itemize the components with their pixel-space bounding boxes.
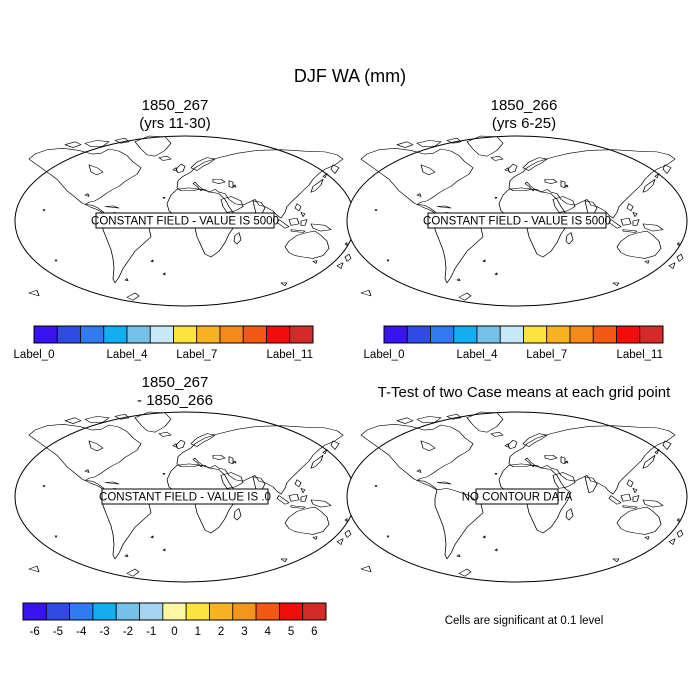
world-map: CONSTANT FIELD - VALUE IS .0 — [14, 411, 356, 583]
colorbar-label: Label_11 — [617, 349, 663, 361]
message-box — [427, 212, 607, 229]
colorbar-label: -6 — [30, 626, 40, 638]
colorbar-label: -5 — [53, 626, 63, 638]
world-map: CONSTANT FIELD - VALUE IS 5000 — [346, 135, 688, 307]
colorbar-label: -2 — [123, 626, 133, 638]
colorbar-cell — [453, 325, 478, 344]
colorbar-label: Label_7 — [526, 349, 567, 361]
colorbar-cell — [126, 325, 151, 344]
colorbar-label: Label_0 — [364, 349, 405, 361]
colorbar-case1: Label_0 Label_4 Label_7 Label_11 — [14, 325, 314, 361]
panel-title-line1: 1850_267 — [142, 97, 209, 114]
colorbar-cell — [406, 325, 431, 344]
colorbar-cell — [80, 325, 105, 344]
colorbar-label: -4 — [76, 626, 87, 638]
colorbar-cell — [278, 602, 304, 621]
colorbar-cell — [232, 602, 257, 621]
colorbar-cell — [430, 325, 455, 344]
colorbar-cell — [616, 325, 641, 344]
colorbar-cell — [592, 325, 617, 344]
colorbar-cell — [219, 325, 244, 344]
panel-title-line2: (yrs 6-25) — [492, 115, 556, 132]
colorbar-label: 5 — [288, 626, 294, 638]
colorbar-label: 0 — [171, 626, 177, 638]
message-text: CONSTANT FIELD - VALUE IS .0 — [99, 492, 271, 504]
panel-title-line1: T-Test of two Case means at each grid po… — [378, 384, 671, 401]
colorbar-cell — [185, 602, 210, 621]
colorbar-cell — [569, 325, 594, 344]
colorbar-label: Label_7 — [176, 349, 217, 361]
colorbar-cell — [196, 325, 221, 344]
significance-note: Cells are significant at 0.1 level — [445, 615, 604, 627]
colorbar-cell — [639, 325, 664, 344]
colorbar-cell — [242, 325, 267, 344]
colorbar-cell — [289, 325, 314, 344]
colorbar-frame — [22, 602, 327, 621]
colorbar-cell — [115, 602, 140, 621]
colorbar-case2: Label_0 Label_4 Label_7 Label_11 — [364, 325, 664, 361]
panel-difference: 1850_267 - 1850_266 CONSTANT FIELD - VAL… — [14, 374, 356, 583]
panel-title-line2: (yrs 11-30) — [139, 115, 210, 132]
message-text: CONSTANT FIELD - VALUE IS 5000 — [91, 216, 279, 228]
message-box — [475, 488, 559, 505]
panel-case1: 1850_267 (yrs 11-30) CONSTANT FIELD - VA… — [14, 97, 356, 307]
message-box — [95, 212, 275, 229]
colorbar-label: 6 — [311, 626, 317, 638]
colorbar-cell — [162, 602, 187, 621]
panel-case2: 1850_266 (yrs 6-25) CONSTANT FIELD - VAL… — [346, 97, 688, 307]
colorbar-cell — [69, 602, 94, 621]
colorbar-cell — [302, 602, 327, 621]
colorbar-cell — [139, 602, 164, 621]
world-map: NO CONTOUR DATA — [346, 411, 688, 583]
colorbar-cell — [499, 325, 524, 344]
panel-title-line1: 1850_266 — [491, 97, 558, 114]
colorbar-cell — [173, 325, 198, 344]
colorbar-cell — [383, 325, 408, 344]
colorbar-cell — [209, 602, 234, 621]
colorbar-cell — [149, 325, 174, 344]
message-text: CONSTANT FIELD - VALUE IS 5000 — [423, 216, 611, 228]
world-map: CONSTANT FIELD - VALUE IS 5000 — [14, 135, 356, 307]
colorbar-cell — [523, 325, 548, 344]
colorbar-cell — [266, 325, 291, 344]
colorbar-frame — [33, 325, 314, 344]
panel-title-line2: - 1850_266 — [137, 392, 213, 409]
panel-title-line1: 1850_267 — [142, 374, 209, 391]
colorbar-cell — [33, 325, 58, 344]
colorbar-label: Label_0 — [14, 349, 55, 361]
colorbar-label: -3 — [99, 626, 109, 638]
colorbar-cell — [546, 325, 571, 344]
colorbar-label: Label_4 — [107, 349, 149, 361]
colorbar-cell — [103, 325, 128, 344]
colorbar-cell — [92, 602, 117, 621]
colorbar-cell — [45, 602, 71, 621]
colorbar-label: Label_4 — [457, 349, 499, 361]
message-text: NO CONTOUR DATA — [462, 492, 573, 504]
figure-title: DJF WA (mm) — [294, 66, 406, 86]
colorbar-label: 2 — [218, 626, 224, 638]
message-box — [101, 488, 269, 505]
colorbar-label: 1 — [195, 626, 201, 638]
colorbar-label: 4 — [265, 626, 272, 638]
panel-ttest: T-Test of two Case means at each grid po… — [346, 384, 688, 583]
colorbar-label: -1 — [146, 626, 156, 638]
colorbar-cell — [22, 602, 47, 621]
colorbar-cell — [476, 325, 501, 344]
colorbar-label: 3 — [241, 626, 247, 638]
colorbar-cell — [255, 602, 280, 621]
colorbar-frame — [383, 325, 664, 344]
colorbar-difference: -6 -5 -4 -3 -2 -1 0 1 2 3 4 5 6 — [22, 602, 327, 638]
colorbar-cell — [56, 325, 81, 344]
colorbar-label: Label_11 — [267, 349, 313, 361]
